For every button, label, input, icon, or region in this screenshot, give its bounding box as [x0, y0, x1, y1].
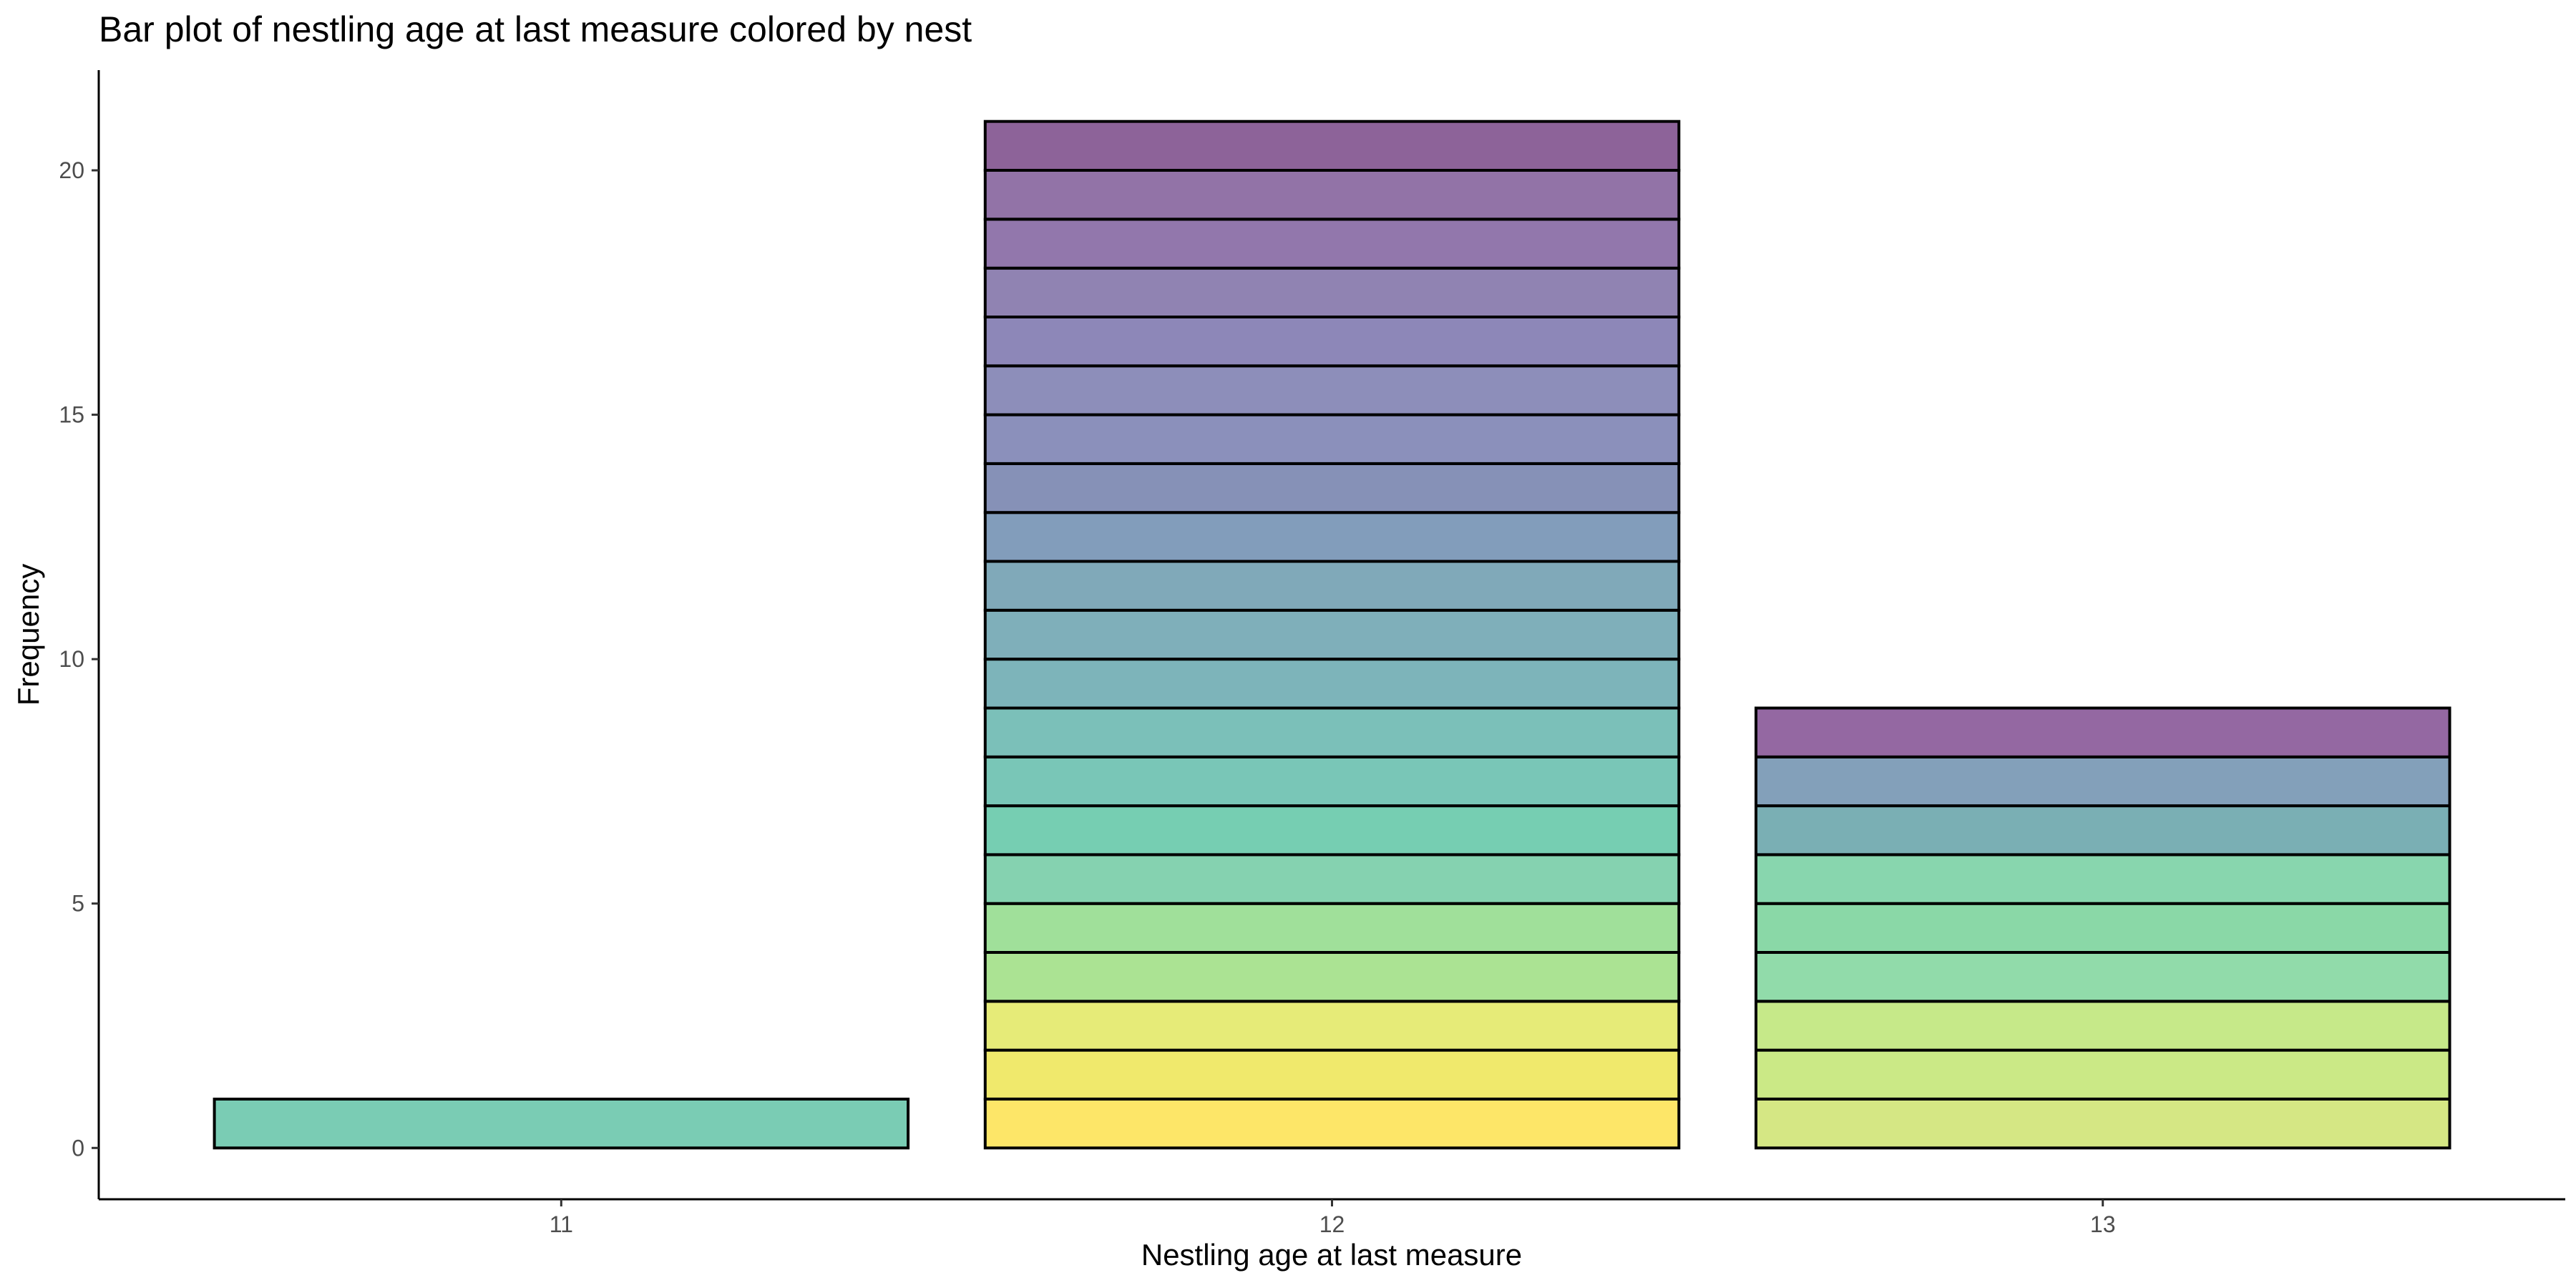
bar-segment: [983, 560, 1681, 612]
bar-segment: [1755, 706, 2451, 758]
bar-segment: [983, 658, 1681, 710]
bar-segment: [213, 1098, 910, 1150]
bar-segment: [983, 169, 1681, 221]
bar-segment: [983, 511, 1681, 563]
x-axis-label: Nestling age at last measure: [1141, 1238, 1522, 1272]
bar-segment: [1755, 951, 2451, 1003]
bar-segment: [983, 266, 1681, 319]
bar-segment: [1755, 804, 2451, 857]
x-tick-label: 11: [550, 1211, 573, 1237]
bar-segment: [983, 1098, 1681, 1150]
bar-segment: [983, 1000, 1681, 1052]
bar-segment: [983, 951, 1681, 1003]
bar-11: [213, 1098, 910, 1150]
bar-segment: [983, 218, 1681, 270]
bar-segment: [983, 902, 1681, 954]
bar-13: [1755, 706, 2451, 1150]
bar-segment: [983, 462, 1681, 514]
y-tick-label: 5: [72, 891, 84, 917]
y-tick-label: 20: [59, 157, 84, 183]
bar-segment: [1755, 902, 2451, 954]
y-tick-label: 0: [72, 1135, 84, 1161]
x-tick-label: 13: [2090, 1211, 2116, 1237]
bar-segment: [1755, 853, 2451, 905]
bar-segment: [983, 853, 1681, 905]
bar-segment: [983, 804, 1681, 857]
bars-group: [213, 119, 2451, 1150]
bar-segment: [983, 119, 1681, 172]
bar-segment: [983, 706, 1681, 758]
bar-segment: [983, 364, 1681, 416]
bar-12: [983, 119, 1681, 1150]
y-tick-label: 10: [59, 646, 84, 672]
y-tick-label: 15: [59, 402, 84, 428]
x-axis-ticks: 11 12 13: [550, 1199, 2116, 1237]
bar-segment: [983, 1048, 1681, 1101]
bar-segment: [983, 316, 1681, 368]
y-axis-label: Frequency: [11, 564, 45, 706]
chart-title: Bar plot of nestling age at last measure…: [99, 9, 972, 49]
bar-segment: [1755, 1000, 2451, 1052]
bar-segment: [983, 413, 1681, 465]
bar-segment: [983, 608, 1681, 661]
x-tick-label: 12: [1319, 1211, 1345, 1237]
y-axis-ticks: 0 5 10 15 20: [59, 157, 99, 1161]
bar-segment: [1755, 755, 2451, 808]
bar-segment: [983, 755, 1681, 808]
bar-segment: [1755, 1098, 2451, 1150]
bar-segment: [1755, 1048, 2451, 1101]
